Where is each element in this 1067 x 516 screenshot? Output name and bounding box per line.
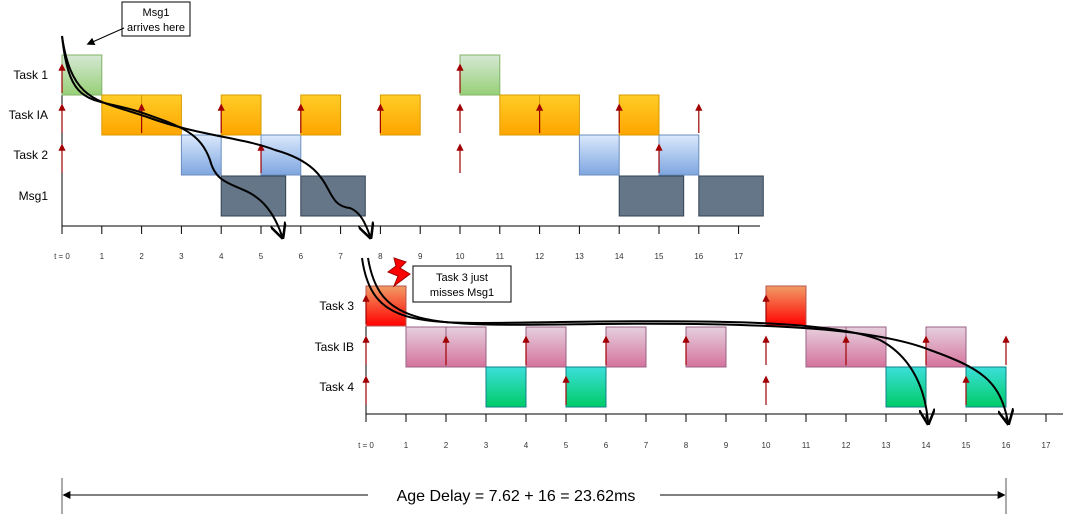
task3-note-line2: misses Msg1 [430, 287, 494, 299]
tick-label: 2 [139, 252, 144, 261]
flow-curve-a [61, 35, 282, 236]
msg1-note-line1: Msg1 [143, 7, 170, 19]
tick-label: 16 [694, 252, 703, 261]
lightning-icon [386, 257, 411, 288]
task-block [925, 326, 967, 368]
tick-label: 10 [456, 252, 465, 261]
row-label: Task IA [9, 108, 48, 122]
tick-label: 8 [684, 441, 689, 450]
task-block [300, 94, 342, 136]
flow-curves [61, 35, 1008, 422]
tick-label: 17 [734, 252, 743, 261]
task-block [260, 134, 302, 176]
task-block [965, 366, 1007, 408]
flow-curve-d [367, 257, 1008, 422]
task-block [805, 326, 847, 368]
age-delay-label: Age Delay = 7.62 + 16 = 23.62ms [397, 488, 636, 505]
row-label: Task IB [315, 340, 354, 354]
task-block [698, 175, 764, 217]
task-block [885, 366, 927, 408]
task-block [685, 326, 727, 368]
tick-label: 16 [1002, 441, 1011, 450]
task-block [180, 134, 222, 176]
task-block [459, 54, 501, 96]
task-block [499, 94, 541, 136]
task-block [618, 175, 685, 217]
task-block [658, 134, 700, 176]
tick-label: 3 [484, 441, 489, 450]
task-block [485, 366, 527, 408]
task-block [379, 94, 421, 136]
tick-label: 7 [644, 441, 649, 450]
tick-label: 17 [1042, 441, 1051, 450]
tick-label: 8 [378, 252, 383, 261]
tick-label: 5 [259, 252, 264, 261]
msg1-note-pointer [86, 27, 125, 46]
tick-label: 11 [802, 441, 811, 450]
tick-label: 14 [615, 252, 624, 261]
row-label: Msg1 [19, 189, 49, 203]
tick-label: 1 [100, 252, 105, 261]
task3-note: Task 3 just misses Msg1 [386, 257, 512, 303]
row-label: Task 2 [13, 148, 48, 162]
task-block [445, 326, 487, 368]
task-block [605, 326, 647, 368]
tick-label: 7 [338, 252, 343, 261]
row-label: Task 4 [319, 380, 354, 394]
task3-note-line1: Task 3 just [436, 272, 488, 284]
tick-label: 9 [724, 441, 729, 450]
tick-label: 11 [496, 252, 505, 261]
tick-label: 13 [882, 441, 891, 450]
task-block [578, 134, 620, 176]
task-block [765, 285, 807, 327]
tick-label: 5 [564, 441, 569, 450]
tick-label: 3 [179, 252, 184, 261]
row-label: Task 3 [319, 299, 354, 313]
task-block [525, 326, 567, 368]
tick-label: t = 0 [358, 441, 374, 450]
tick-label: 15 [962, 441, 971, 450]
msg1-note: Msg1 arrives here [86, 1, 191, 46]
tick-label: 9 [418, 252, 423, 261]
tick-label: 6 [604, 441, 609, 450]
task-block [405, 326, 447, 368]
task-block [101, 94, 143, 136]
tick-label: 13 [575, 252, 584, 261]
msg1-note-line2: arrives here [127, 22, 185, 34]
flow-curve-b [61, 35, 370, 236]
tick-label: 12 [535, 252, 544, 261]
task-block [565, 366, 607, 408]
task-block [618, 94, 660, 136]
tick-label: 12 [842, 441, 851, 450]
tick-label: 10 [762, 441, 771, 450]
tick-label: t = 0 [54, 252, 70, 261]
row-label: Task 1 [13, 68, 48, 82]
tick-label: 6 [299, 252, 304, 261]
age-delay-dimension: Age Delay = 7.62 + 16 = 23.62ms [61, 478, 1007, 514]
tick-label: 14 [922, 441, 931, 450]
tick-label: 15 [655, 252, 664, 261]
tick-label: 4 [219, 252, 224, 261]
tick-label: 4 [524, 441, 529, 450]
tick-label: 1 [404, 441, 409, 450]
flow-curve-c [361, 257, 928, 422]
tick-label: 2 [444, 441, 449, 450]
task-block [220, 94, 262, 136]
task-block [539, 94, 580, 136]
